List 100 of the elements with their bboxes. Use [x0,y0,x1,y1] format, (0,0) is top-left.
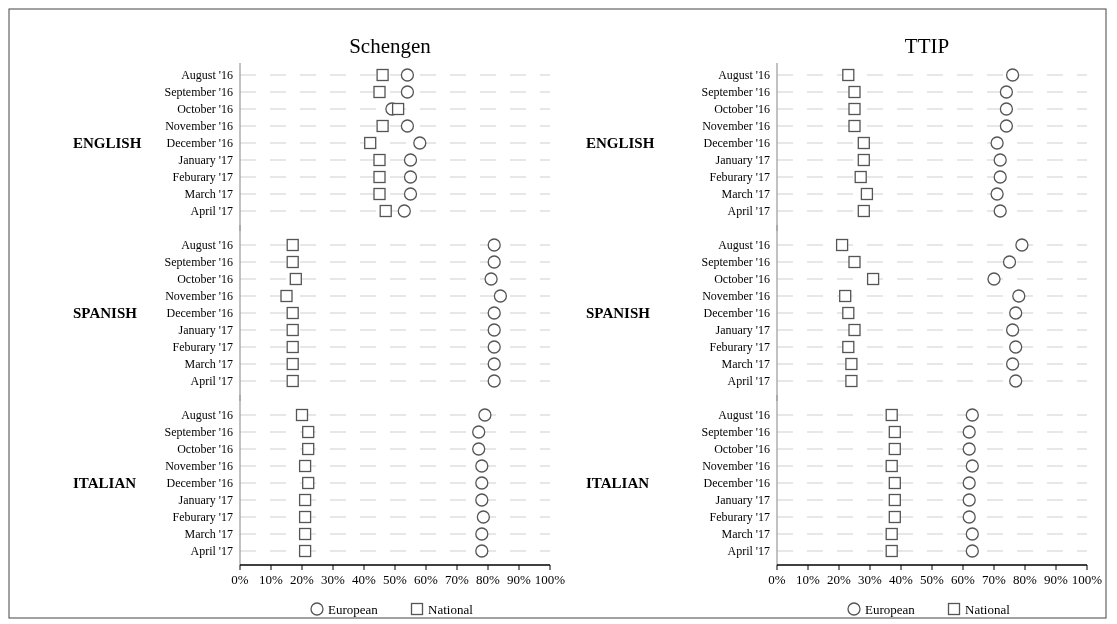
y-tick-label: Feburary '17 [709,170,770,184]
x-tick-label: 70% [445,572,470,587]
y-tick-label: August '16 [718,68,770,82]
point [487,357,501,371]
y-tick-label: October '16 [177,442,233,456]
y-tick-label: October '16 [177,272,233,286]
legend-label: National [428,602,474,617]
x-tick-label: 20% [290,572,315,587]
point [403,187,418,201]
point [475,476,489,490]
point [1015,238,1029,252]
y-tick-label: October '16 [714,442,770,456]
point [888,476,901,490]
y-tick-label: November '16 [165,119,233,133]
point [302,425,315,439]
point [1002,255,1017,269]
point [962,510,976,524]
point [888,425,901,439]
y-axis-title: SPANISH [73,305,138,321]
y-tick-label: September '16 [164,255,233,269]
y-tick-label: December '16 [166,306,233,320]
legend-label: European [328,602,379,617]
y-tick-label: March '17 [721,187,770,201]
point [962,425,976,439]
point [475,459,489,473]
point [295,408,309,422]
point [298,493,312,507]
y-tick-label: November '16 [702,459,770,473]
x-tick-label: 90% [1044,572,1069,587]
chart-title: TTIP [904,34,950,58]
y-tick-label: April '17 [190,204,233,218]
y-tick-label: January '17 [715,153,770,167]
point [298,544,312,558]
point [376,119,389,133]
point [286,255,299,269]
point [866,272,880,286]
x-tick-label: 30% [858,572,883,587]
y-tick-label: September '16 [164,85,233,99]
point [373,187,386,201]
point [965,544,979,558]
y-tick-label: October '16 [714,272,770,286]
y-tick-label: August '16 [718,238,770,252]
point [298,459,312,473]
y-tick-label: January '17 [178,153,233,167]
point [993,170,1007,184]
y-tick-label: September '16 [164,425,233,439]
point [965,408,979,422]
y-tick-label: November '16 [702,119,770,133]
x-tick-label: 70% [982,572,1007,587]
y-axis-title: ENGLISH [586,135,655,151]
point [302,442,315,456]
point [845,374,858,388]
x-tick-label: 90% [507,572,532,587]
x-tick-label: 40% [889,572,914,587]
y-tick-label: September '16 [701,255,770,269]
y-tick-label: October '16 [177,102,233,116]
point [842,306,855,320]
point [493,289,508,303]
y-axis-title: ENGLISH [73,135,142,151]
point [857,153,870,167]
point [860,187,874,201]
y-tick-label: September '16 [701,425,770,439]
point [400,85,415,99]
point [298,527,312,541]
point [484,272,498,286]
x-tick-label: 50% [383,572,408,587]
x-tick-label: 0% [231,572,249,587]
point [302,476,315,490]
x-tick-label: 0% [768,572,786,587]
y-tick-label: September '16 [701,85,770,99]
point [478,408,492,422]
point [373,85,386,99]
point [1009,306,1023,320]
point [413,136,427,150]
point [286,340,299,354]
point [842,68,855,82]
point [848,85,861,99]
point [999,102,1014,116]
point [391,102,405,116]
point [364,136,377,150]
point [845,357,858,371]
point [373,153,386,167]
y-tick-label: March '17 [721,527,770,541]
y-tick-label: August '16 [718,408,770,422]
point [286,357,299,371]
point [848,102,861,116]
y-tick-label: December '16 [703,136,770,150]
point [835,238,849,252]
point [280,289,293,303]
point [286,306,299,320]
point [289,272,302,286]
y-tick-label: January '17 [178,323,233,337]
point [487,323,501,337]
y-tick-label: January '17 [715,493,770,507]
point [475,544,489,558]
x-tick-label: 50% [920,572,945,587]
point [376,68,389,82]
point [962,493,976,507]
point [965,459,979,473]
point [888,510,901,524]
